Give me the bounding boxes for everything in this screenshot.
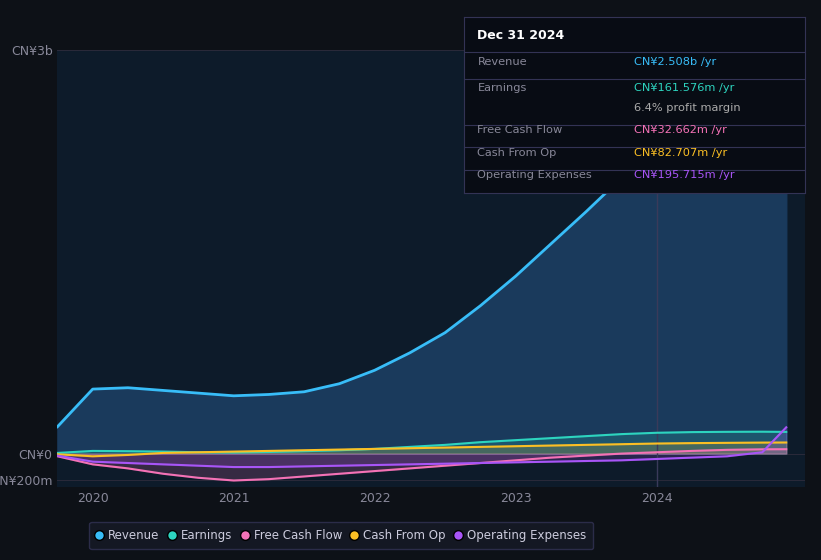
Text: CN¥2.508b /yr: CN¥2.508b /yr bbox=[635, 57, 717, 67]
Text: CN¥32.662m /yr: CN¥32.662m /yr bbox=[635, 125, 727, 136]
Text: Revenue: Revenue bbox=[478, 57, 527, 67]
Text: CN¥161.576m /yr: CN¥161.576m /yr bbox=[635, 83, 735, 93]
Text: Dec 31 2024: Dec 31 2024 bbox=[478, 29, 565, 42]
Text: 6.4% profit margin: 6.4% profit margin bbox=[635, 103, 741, 113]
Text: Free Cash Flow: Free Cash Flow bbox=[478, 125, 562, 136]
Text: CN¥195.715m /yr: CN¥195.715m /yr bbox=[635, 170, 735, 180]
Text: CN¥82.707m /yr: CN¥82.707m /yr bbox=[635, 148, 727, 158]
Text: Earnings: Earnings bbox=[478, 83, 527, 93]
Text: Cash From Op: Cash From Op bbox=[478, 148, 557, 158]
Legend: Revenue, Earnings, Free Cash Flow, Cash From Op, Operating Expenses: Revenue, Earnings, Free Cash Flow, Cash … bbox=[89, 522, 594, 549]
Text: Operating Expenses: Operating Expenses bbox=[478, 170, 592, 180]
